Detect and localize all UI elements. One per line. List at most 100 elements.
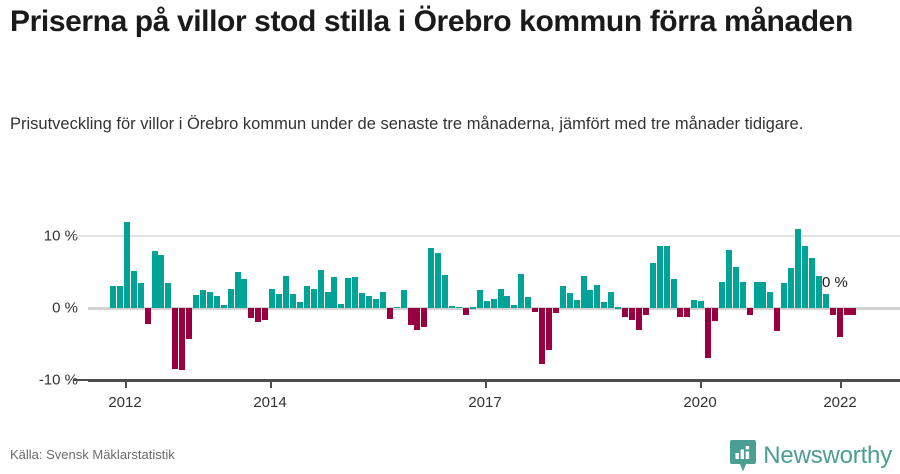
bar[interactable] <box>331 277 338 308</box>
bar[interactable] <box>850 308 857 316</box>
bar[interactable] <box>130 270 137 308</box>
bar[interactable] <box>725 250 732 308</box>
bar[interactable] <box>635 308 642 330</box>
bar[interactable] <box>241 279 248 308</box>
bar[interactable] <box>158 254 165 308</box>
bar[interactable] <box>732 266 739 308</box>
bar[interactable] <box>781 282 788 308</box>
bar[interactable] <box>760 282 767 308</box>
bar[interactable] <box>663 246 670 308</box>
bar[interactable] <box>587 290 594 308</box>
bar[interactable] <box>539 308 546 365</box>
bar[interactable] <box>137 282 144 308</box>
bar[interactable] <box>435 252 442 308</box>
bar[interactable] <box>414 308 421 330</box>
brand-logo[interactable]: Newsworthy <box>730 440 892 472</box>
bar[interactable] <box>186 308 193 339</box>
bar[interactable] <box>296 302 303 308</box>
bar[interactable] <box>144 308 151 324</box>
bar[interactable] <box>386 308 393 319</box>
bar[interactable] <box>746 308 753 316</box>
bar[interactable] <box>123 221 130 308</box>
bar[interactable] <box>393 306 400 309</box>
bar[interactable] <box>442 274 449 308</box>
bar[interactable] <box>179 308 186 370</box>
bar[interactable] <box>843 308 850 316</box>
bar[interactable] <box>372 298 379 308</box>
bar[interactable] <box>601 301 608 308</box>
bar[interactable] <box>774 308 781 332</box>
bar[interactable] <box>649 262 656 308</box>
bar[interactable] <box>199 290 206 308</box>
bar[interactable] <box>255 308 262 322</box>
bar[interactable] <box>213 295 220 308</box>
bar[interactable] <box>379 292 386 308</box>
bar[interactable] <box>545 308 552 350</box>
bar[interactable] <box>670 279 677 308</box>
bar[interactable] <box>352 277 359 308</box>
bar[interactable] <box>165 282 172 308</box>
bar[interactable] <box>511 305 518 308</box>
bar[interactable] <box>559 285 566 308</box>
bar[interactable] <box>234 272 241 308</box>
bar[interactable] <box>822 294 829 308</box>
bar[interactable] <box>656 246 663 308</box>
bar[interactable] <box>421 308 428 327</box>
bar[interactable] <box>172 308 179 370</box>
bar[interactable] <box>795 228 802 308</box>
bar[interactable] <box>476 290 483 308</box>
bar[interactable] <box>629 308 635 321</box>
bar[interactable] <box>269 289 276 308</box>
bar[interactable] <box>808 257 815 308</box>
bar[interactable] <box>753 282 760 308</box>
bar[interactable] <box>324 292 331 308</box>
bar[interactable] <box>289 294 296 308</box>
bar[interactable] <box>532 308 539 312</box>
bar[interactable] <box>227 289 234 308</box>
bar[interactable] <box>366 296 373 308</box>
bar[interactable] <box>829 308 836 316</box>
bar[interactable] <box>310 289 317 308</box>
bar[interactable] <box>400 290 407 308</box>
bar[interactable] <box>642 308 649 316</box>
bar[interactable] <box>684 308 691 317</box>
bar[interactable] <box>788 267 795 308</box>
bar[interactable] <box>428 248 435 308</box>
bar[interactable] <box>836 308 843 337</box>
bar[interactable] <box>705 308 712 359</box>
bar[interactable] <box>110 286 116 308</box>
bar[interactable] <box>462 308 469 316</box>
bar[interactable] <box>262 308 269 320</box>
bar[interactable] <box>580 275 587 308</box>
bar[interactable] <box>456 306 462 309</box>
bar[interactable] <box>151 251 158 308</box>
bar[interactable] <box>518 274 525 308</box>
bar[interactable] <box>490 299 497 308</box>
bar[interactable] <box>718 282 725 308</box>
bar[interactable] <box>317 269 324 308</box>
bar[interactable] <box>698 300 705 308</box>
bar[interactable] <box>359 292 366 308</box>
bar[interactable] <box>276 294 283 308</box>
bar[interactable] <box>594 284 601 308</box>
bar[interactable] <box>552 308 559 314</box>
bar[interactable] <box>802 246 808 308</box>
bar[interactable] <box>338 304 345 308</box>
bar[interactable] <box>248 308 255 319</box>
bar[interactable] <box>622 308 629 317</box>
bar[interactable] <box>608 292 615 308</box>
bar[interactable] <box>483 300 490 308</box>
bar[interactable] <box>116 286 123 308</box>
bar[interactable] <box>469 307 476 309</box>
bar[interactable] <box>497 289 504 308</box>
bar[interactable] <box>504 295 511 308</box>
bar[interactable] <box>815 276 822 308</box>
bar[interactable] <box>677 308 684 317</box>
bar[interactable] <box>407 308 414 325</box>
bar[interactable] <box>283 275 289 308</box>
bar[interactable] <box>573 300 580 308</box>
bar[interactable] <box>691 300 698 308</box>
bar[interactable] <box>712 308 719 321</box>
bar[interactable] <box>220 305 227 308</box>
bar[interactable] <box>615 307 622 309</box>
